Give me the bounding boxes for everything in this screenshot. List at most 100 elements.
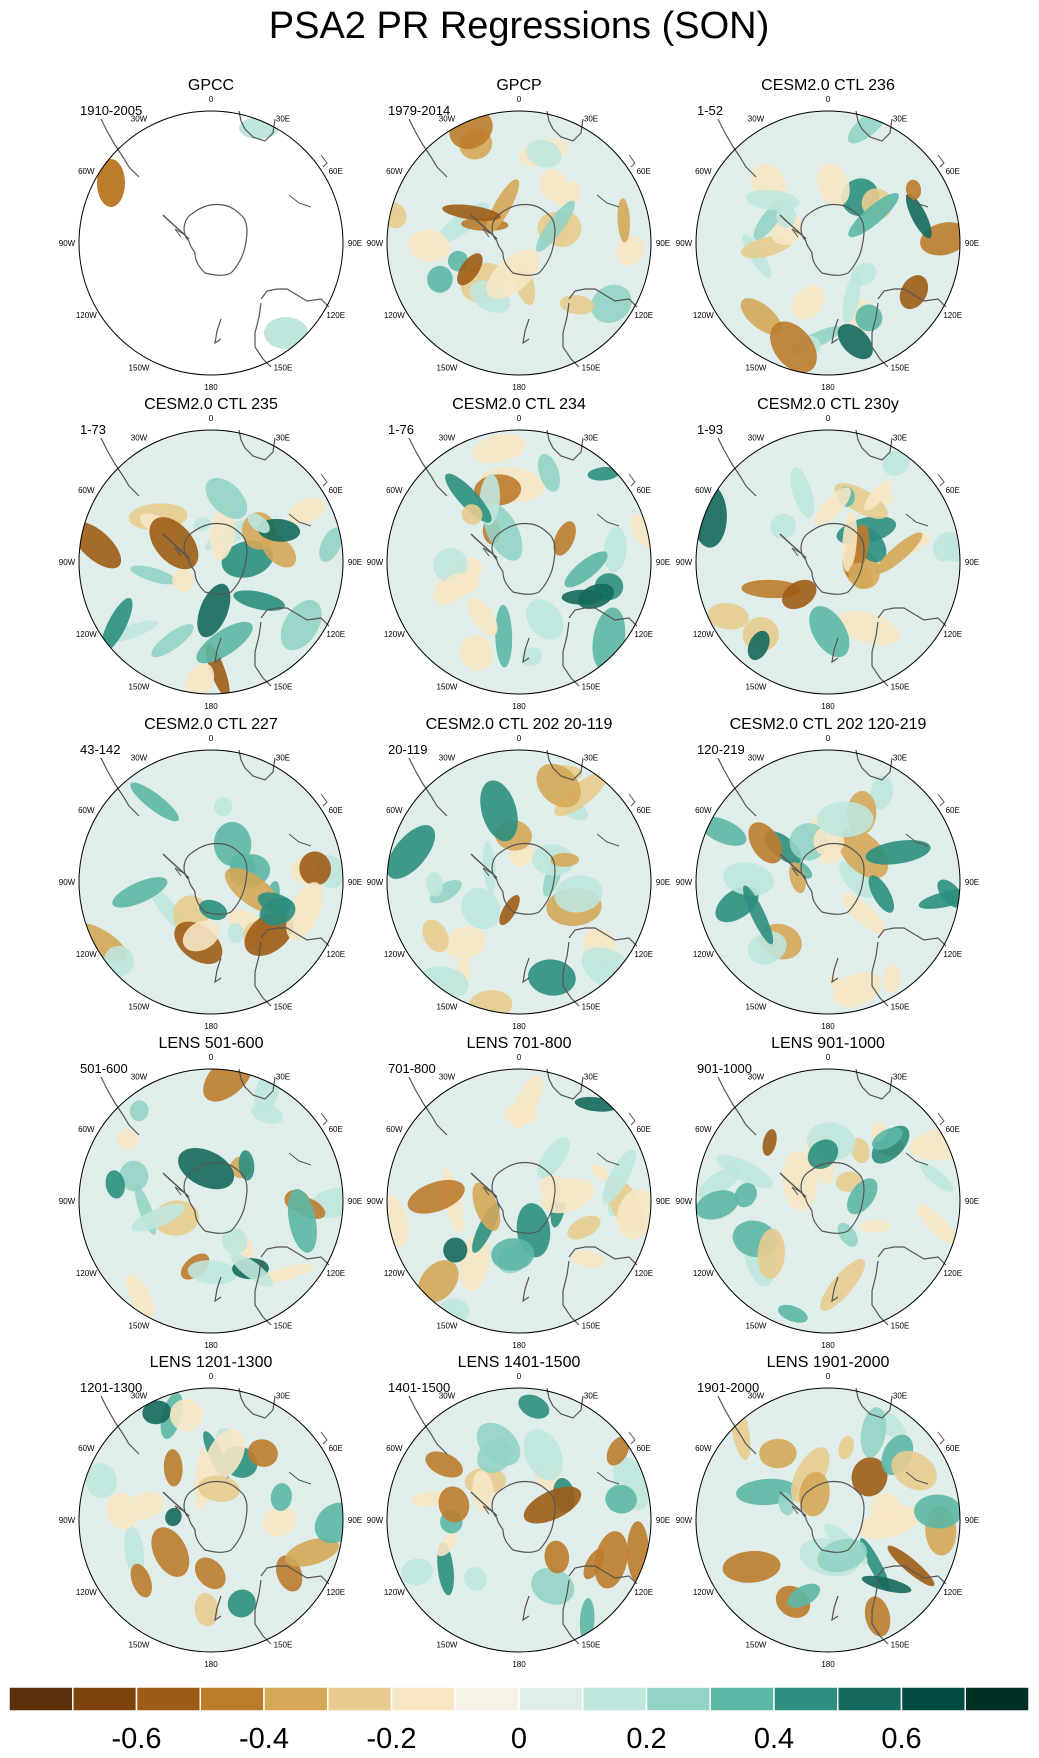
anomaly-blob — [482, 841, 496, 895]
longitude-label: 120W — [76, 630, 97, 639]
anomaly-blob — [531, 1567, 575, 1605]
anomaly-blob — [891, 1450, 937, 1491]
colorbar-swatch — [199, 1686, 265, 1712]
anomaly-blob — [427, 265, 453, 293]
map-border — [78, 1068, 344, 1334]
colorbar-swatch — [327, 1686, 393, 1712]
anomaly-blob — [260, 897, 296, 926]
panel-title: GPCC — [188, 77, 234, 94]
longitude-label: 120W — [693, 311, 714, 320]
longitude-label: 30E — [893, 1391, 907, 1400]
anomaly-blob — [187, 1260, 238, 1285]
longitude-label: 60E — [637, 167, 651, 176]
longitude-label: 30E — [276, 1072, 290, 1081]
longitude-label: 180 — [204, 1341, 218, 1350]
anomaly-blob — [518, 1394, 550, 1419]
colorbar-tick-label: 0.6 — [881, 1723, 921, 1755]
anomaly-blob — [262, 1506, 297, 1537]
panel-title: CESM2.0 CTL 230y — [757, 396, 899, 413]
longitude-label: 30W — [439, 1391, 456, 1400]
anomaly-blob — [837, 610, 901, 646]
anomaly-blob — [587, 467, 620, 481]
longitude-label: 0 — [209, 414, 214, 423]
longitude-label: 30W — [131, 753, 148, 762]
longitude-label: 120E — [326, 950, 345, 959]
map-panel-6: CESM2.0 CTL 230y 1-93 0 30E 60E 90E 120E 150E 18… — [676, 396, 979, 711]
anomaly-blob — [814, 487, 851, 526]
anomaly-blob — [425, 1451, 463, 1478]
colorbar-tick-label: -0.6 — [112, 1723, 162, 1755]
map-panel-5: CESM2.0 CTL 234 1-76 0 30E 60E 90E 120E 150E 180… — [367, 396, 670, 711]
anomaly-blob — [79, 521, 122, 569]
longitude-label: 0 — [826, 1053, 831, 1062]
longitude-label: 120E — [634, 630, 653, 639]
panel-period: 43-142 — [80, 742, 120, 757]
longitude-label: 90E — [348, 558, 362, 567]
longitude-label: 0 — [209, 95, 214, 104]
panel-period: 120-219 — [697, 742, 745, 757]
anomaly-blob — [443, 1237, 468, 1263]
panel-title: CESM2.0 CTL 236 — [761, 77, 895, 94]
anomaly-blob — [480, 780, 518, 842]
panel-title: LENS 501-600 — [159, 1035, 264, 1052]
longitude-label: 90W — [59, 878, 76, 887]
anomaly-blob — [707, 602, 749, 630]
map-border — [386, 749, 652, 1015]
longitude-label: 30W — [439, 1072, 456, 1081]
colorbar-tick-label: 0 — [511, 1723, 527, 1755]
panel-period: 1-73 — [80, 422, 106, 437]
longitude-label: 150W — [129, 683, 150, 692]
longitude-label: 60W — [386, 167, 403, 176]
anomaly-blob — [288, 497, 327, 524]
anomaly-blob — [848, 192, 899, 238]
panel-title: LENS 901-1000 — [771, 1035, 885, 1052]
longitude-label: 150E — [582, 1003, 601, 1012]
anomaly-blob — [838, 828, 889, 879]
longitude-label: 90E — [965, 1516, 979, 1525]
anomaly-blob — [747, 630, 770, 661]
longitude-label: 60W — [386, 1125, 403, 1134]
longitude-label: 60E — [946, 167, 960, 176]
panel-title: LENS 1201-1300 — [150, 1354, 273, 1371]
longitude-label: 30E — [584, 1391, 598, 1400]
longitude-label: 60W — [386, 1444, 403, 1453]
longitude-label: 90E — [965, 1197, 979, 1206]
anomaly-blob — [835, 1171, 862, 1192]
regression-field — [79, 1388, 343, 1652]
anomaly-blob — [412, 1490, 448, 1507]
anomaly-blob — [523, 1486, 582, 1524]
longitude-label: 150E — [582, 1322, 601, 1331]
anomaly-blob — [816, 162, 850, 207]
longitude-label: 180 — [512, 702, 526, 711]
anomaly-blob — [429, 879, 462, 904]
panel-period: 1401-1500 — [388, 1380, 450, 1395]
map-panel-9: CESM2.0 CTL 202 120-219 120-219 0 30E 60E 90E… — [676, 716, 979, 1031]
anomaly-blob — [105, 1170, 125, 1199]
anomaly-blob — [280, 600, 322, 651]
map-border — [695, 110, 961, 376]
anomaly-blob — [697, 1167, 741, 1199]
longitude-label: 120W — [384, 1588, 405, 1597]
map-border — [78, 429, 344, 695]
anomaly-blob — [536, 763, 581, 808]
anomaly-blob — [100, 597, 133, 653]
anomaly-blob — [178, 1148, 235, 1190]
longitude-label: 90W — [367, 1197, 384, 1206]
anomaly-blob — [833, 972, 882, 1008]
anomaly-blob — [286, 882, 324, 941]
colorbar-tick-label: 0.2 — [626, 1723, 666, 1755]
longitude-label: 30W — [131, 114, 148, 123]
longitude-label: 30W — [439, 433, 456, 442]
anomaly-blob — [605, 1484, 637, 1514]
longitude-label: 30E — [276, 753, 290, 762]
anomaly-blob — [142, 1400, 172, 1425]
longitude-label: 120W — [693, 630, 714, 639]
anomaly-blob — [106, 1492, 139, 1530]
colorbar-swatch — [390, 1686, 456, 1712]
longitude-label: 60W — [695, 167, 712, 176]
anomaly-blob — [554, 875, 603, 913]
map-border — [695, 749, 961, 1015]
anomaly-blob — [193, 517, 211, 532]
anomaly-blob — [770, 513, 797, 539]
longitude-label: 120E — [326, 311, 345, 320]
